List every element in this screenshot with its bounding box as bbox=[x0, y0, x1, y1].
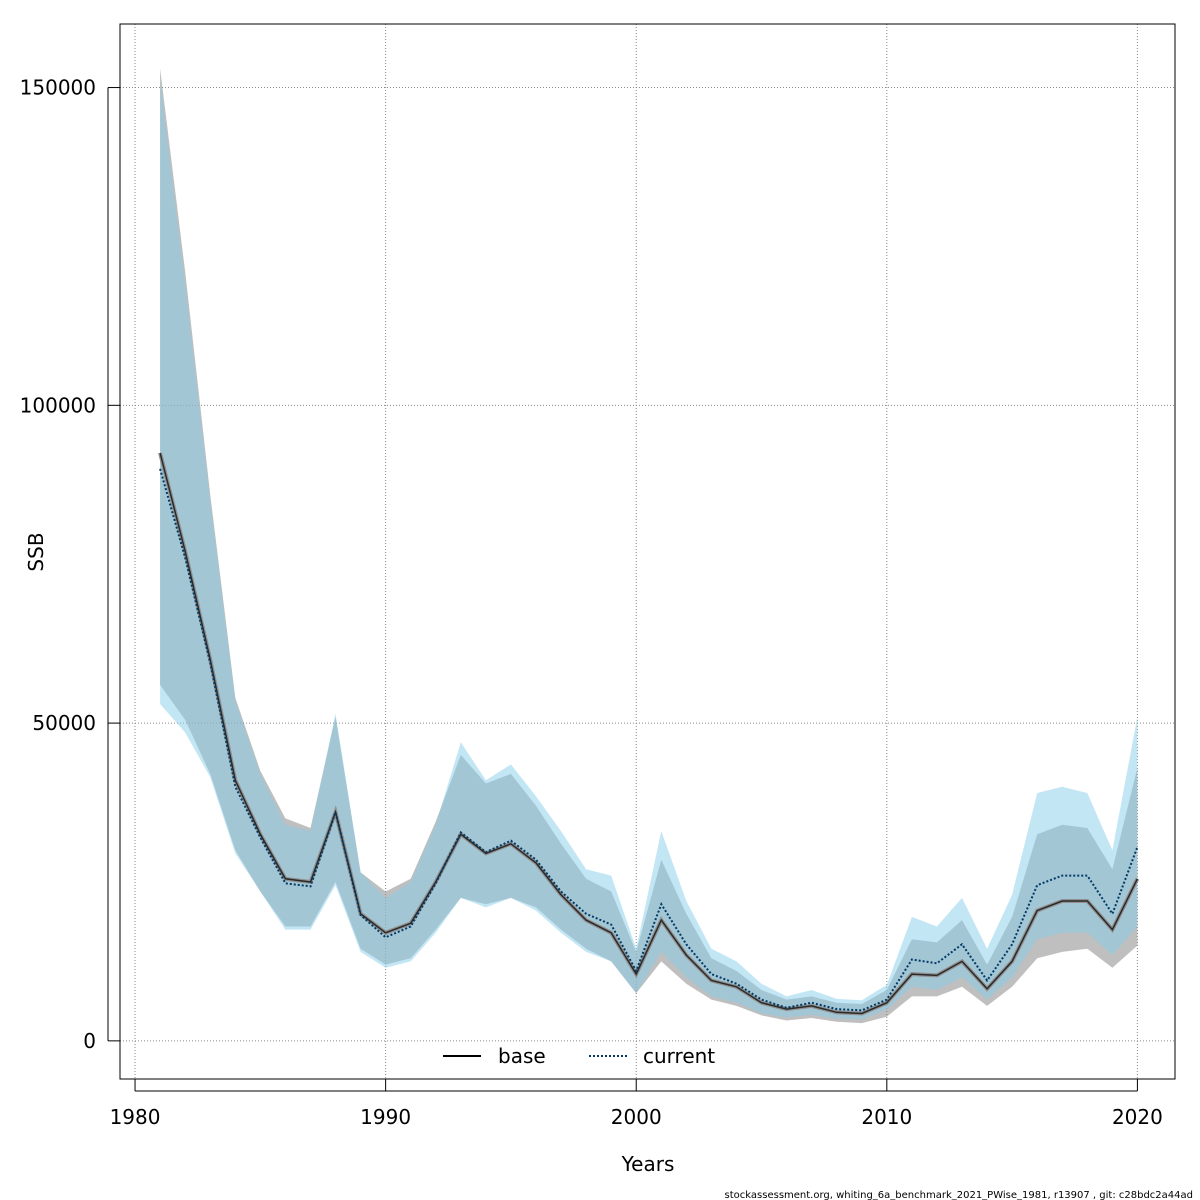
y-axis: 0 50000 100000 150000 bbox=[20, 76, 120, 1053]
y-axis-title: SSB bbox=[24, 532, 48, 571]
x-axis-title: Years bbox=[621, 1152, 675, 1176]
y-tick-label: 100000 bbox=[20, 393, 96, 417]
legend-current-label: current bbox=[643, 1044, 715, 1068]
y-tick-label: 50000 bbox=[32, 711, 96, 735]
confidence-bands bbox=[160, 68, 1138, 1024]
x-tick-label: 1980 bbox=[110, 1105, 161, 1129]
x-tick-label: 2020 bbox=[1112, 1105, 1163, 1129]
plot-frame bbox=[119, 23, 1176, 1080]
base-line bbox=[159, 452, 1139, 1015]
series-lines bbox=[158, 452, 1140, 1016]
current-line bbox=[159, 468, 1139, 1012]
x-tick-label: 1990 bbox=[360, 1105, 411, 1129]
current-confidence-band bbox=[160, 81, 1138, 1020]
y-tick-label: 0 bbox=[83, 1029, 96, 1053]
legend: base current bbox=[443, 1044, 715, 1068]
x-tick-label: 2010 bbox=[861, 1105, 912, 1129]
x-axis: 1980 1990 2000 2010 2020 bbox=[110, 1079, 1163, 1129]
footer-note: stockassessment.org, whiting_6a_benchmar… bbox=[725, 1190, 1193, 1200]
legend-base-label: base bbox=[498, 1044, 546, 1068]
x-tick-label: 2000 bbox=[611, 1105, 662, 1129]
y-tick-label: 150000 bbox=[20, 76, 96, 100]
